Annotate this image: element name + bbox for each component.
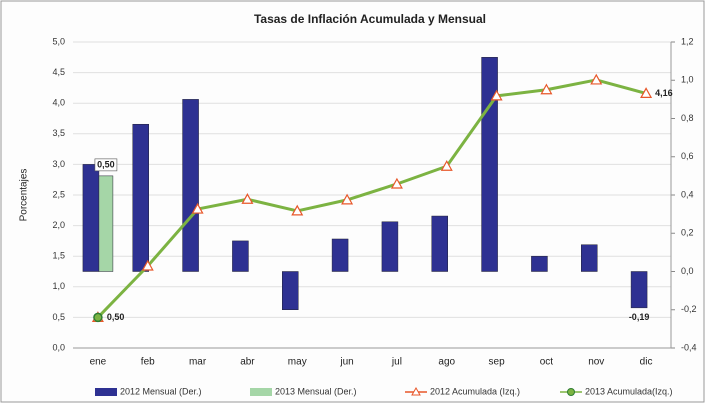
y2-tick-label: -0,4 <box>681 342 697 352</box>
y-tick-label: 2,0 <box>52 220 65 230</box>
x-tick-label: feb <box>141 357 155 368</box>
value-label: 0,50 <box>107 312 125 322</box>
x-tick-label: jun <box>339 357 353 368</box>
y-tick-label: 0,5 <box>52 312 65 322</box>
y-tick-label: 2,5 <box>52 189 65 199</box>
x-tick-label: nov <box>588 357 604 368</box>
bar <box>381 221 399 272</box>
y-tick-label: 5,0 <box>52 36 65 46</box>
value-label: 4,16 <box>655 88 673 98</box>
x-tick-label: may <box>288 357 307 368</box>
marker <box>490 89 503 101</box>
bar <box>132 123 149 272</box>
marker <box>341 193 354 205</box>
legend-label: 2013 Acumulada(Izq.) <box>585 386 673 396</box>
y-tick-label: 0,0 <box>52 342 65 352</box>
marker <box>93 312 103 323</box>
y-tick-label: 1,5 <box>52 251 65 261</box>
marker <box>141 259 154 271</box>
bar <box>481 57 498 272</box>
x-tick-label: dic <box>640 357 653 368</box>
line <box>96 78 647 319</box>
marker <box>590 73 603 85</box>
y-tick-label: 1,0 <box>52 281 65 291</box>
x-tick-label: mar <box>189 357 207 368</box>
bar <box>431 215 448 272</box>
y2-tick-label: -0,2 <box>681 304 697 314</box>
y2-tick-label: 0,8 <box>681 113 694 123</box>
bar <box>282 271 299 310</box>
value-label: 0,50 <box>97 159 115 169</box>
marker <box>390 177 403 189</box>
marker <box>241 193 254 204</box>
y2-tick-label: 0,4 <box>681 189 694 199</box>
y-tick-label: 3,5 <box>52 128 65 138</box>
y2-tick-label: 0,6 <box>681 151 694 161</box>
marker <box>540 83 553 95</box>
y2-tick-label: 1,2 <box>681 36 694 46</box>
y2-tick-label: 1,0 <box>681 75 694 85</box>
value-label: -0,19 <box>629 312 650 322</box>
legend-marker <box>411 386 421 396</box>
y-tick-label: 4,0 <box>52 98 65 108</box>
bar <box>581 244 598 272</box>
marker <box>291 204 304 216</box>
x-tick-label: jul <box>391 357 402 368</box>
x-tick-label: ene <box>90 357 107 368</box>
y-tick-label: 4,5 <box>52 67 65 77</box>
value-label-box <box>94 158 118 172</box>
legend-label: 2012 Acumulada (Izq.) <box>430 386 520 396</box>
legend-swatch <box>250 388 272 396</box>
x-tick-label: ago <box>438 357 455 368</box>
legend-label: 2013 Mensual (Der.) <box>275 386 357 396</box>
bar <box>82 164 100 272</box>
bar <box>331 238 349 272</box>
marker <box>440 160 453 171</box>
y2-tick-label: 0,2 <box>681 228 694 238</box>
bar <box>531 255 548 272</box>
bar <box>98 175 114 272</box>
y2-tick-label: 0,0 <box>681 266 694 276</box>
bar <box>630 271 648 309</box>
marker <box>191 202 204 214</box>
x-tick-label: abr <box>240 357 255 368</box>
y-tick-label: 3,0 <box>52 159 65 169</box>
bar <box>182 99 199 272</box>
legend-marker <box>567 388 575 396</box>
marker <box>640 87 653 99</box>
legend-label: 2012 Mensual (Der.) <box>120 386 202 396</box>
x-tick-label: sep <box>489 357 506 368</box>
bar <box>232 240 249 272</box>
x-tick-label: oct <box>540 357 554 368</box>
chart-title: Tasas de Inflación Acumulada y Mensual <box>254 12 486 26</box>
legend-swatch <box>95 388 117 396</box>
y-axis-title: Porcentajes <box>19 169 30 222</box>
